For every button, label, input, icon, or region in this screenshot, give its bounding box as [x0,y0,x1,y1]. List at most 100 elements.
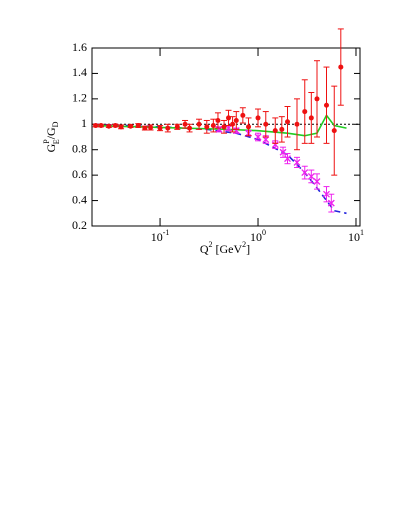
dot-point [112,123,119,129]
y-tick-label: 0.8 [72,141,87,155]
dot-marker [338,64,344,70]
dot-marker [240,112,246,118]
cross-marker [262,136,270,144]
cross-point [279,146,287,158]
dot-point [294,98,301,151]
dot-marker [187,125,193,131]
dot-marker [302,109,308,115]
cross-marker [301,169,309,177]
dot-marker [215,117,221,123]
x-tick-exponent: -1 [163,228,170,237]
cross-marker [254,133,262,141]
cross-marker [313,178,321,185]
dot-marker [135,123,141,129]
x-axis-label: Q2 [GeV2] [200,240,250,256]
dot-point [127,123,134,129]
dot-point [105,123,112,129]
dot-marker [142,125,148,131]
cross-point [307,169,315,184]
dot-point [182,119,189,129]
dot-marker [210,123,216,129]
dot-point [135,123,142,129]
dot-point [262,111,269,138]
dot-marker [118,124,124,130]
dot-marker [148,124,154,130]
dot-marker [230,121,236,127]
cross-point [284,153,291,165]
x-tick-label: 101 [348,228,364,244]
fit-line-dashed [95,123,347,215]
cross-point [313,173,321,190]
dot-point [313,60,320,138]
dot-marker [308,115,314,121]
dot-point [164,123,171,133]
dot-marker [263,121,269,127]
dot-point [174,123,181,130]
cross-point [301,165,309,180]
dot-marker [323,102,329,108]
dot-point [210,118,217,133]
cross-marker [307,172,315,180]
x-tick-base: 10 [250,230,262,244]
x-tick-exponent: 0 [262,228,266,237]
dot-point [141,125,148,131]
dot-marker [246,124,252,130]
cross-point [254,132,262,142]
cross-point [327,193,335,213]
x-tick-base: 10 [348,230,360,244]
dot-point [92,123,99,129]
x-tick-exponent: 1 [360,228,364,237]
plot-frame [91,47,361,227]
dot-marker [112,123,118,129]
dot-marker [221,124,227,130]
dot-point [186,123,193,133]
dot-point [301,79,308,144]
cross-marker [215,125,223,133]
dot-point [98,123,105,129]
dot-point [229,116,236,133]
dot-marker [294,121,300,127]
cross-marker [225,124,232,132]
cross-point [293,156,301,169]
y-tick-label: 0.2 [72,218,87,232]
dot-marker [128,123,134,129]
y-tick-label: 0.4 [72,192,87,206]
dot-marker [196,121,202,127]
cross-marker [232,127,240,135]
dot-point [255,108,262,128]
y-tick-label: 0.6 [72,167,87,181]
y-tick-label: 1 [81,116,87,130]
dot-point [196,118,203,130]
x-tick-base: 10 [151,230,163,244]
dot-point [239,107,246,124]
y-tick-label: 1.6 [72,40,87,54]
dot-point [323,66,330,144]
dot-marker [314,96,320,102]
y-axis-label: GPE/GD [42,121,61,152]
dot-marker [285,119,291,125]
dot-point [214,112,221,129]
x-tick-label: 100 [250,228,266,244]
dot-point [157,125,164,132]
y-tick-label: 1.2 [72,91,87,105]
y-tick-label: 1.4 [72,65,87,79]
dot-point [331,85,338,176]
dot-marker [182,121,188,127]
dot-marker [174,124,180,130]
dot-marker [233,117,239,123]
fit-line [95,113,347,137]
dot-point [278,116,285,143]
cross-marker [271,141,279,149]
dot-marker [255,115,261,121]
dot-point [203,119,210,134]
dot-point [337,28,344,106]
dot-marker [279,126,285,132]
cross-marker [293,158,301,166]
dot-marker [157,125,163,131]
dot-point [308,92,315,144]
dot-point [233,111,240,130]
cross-marker [279,148,287,156]
cross-marker [327,199,335,207]
